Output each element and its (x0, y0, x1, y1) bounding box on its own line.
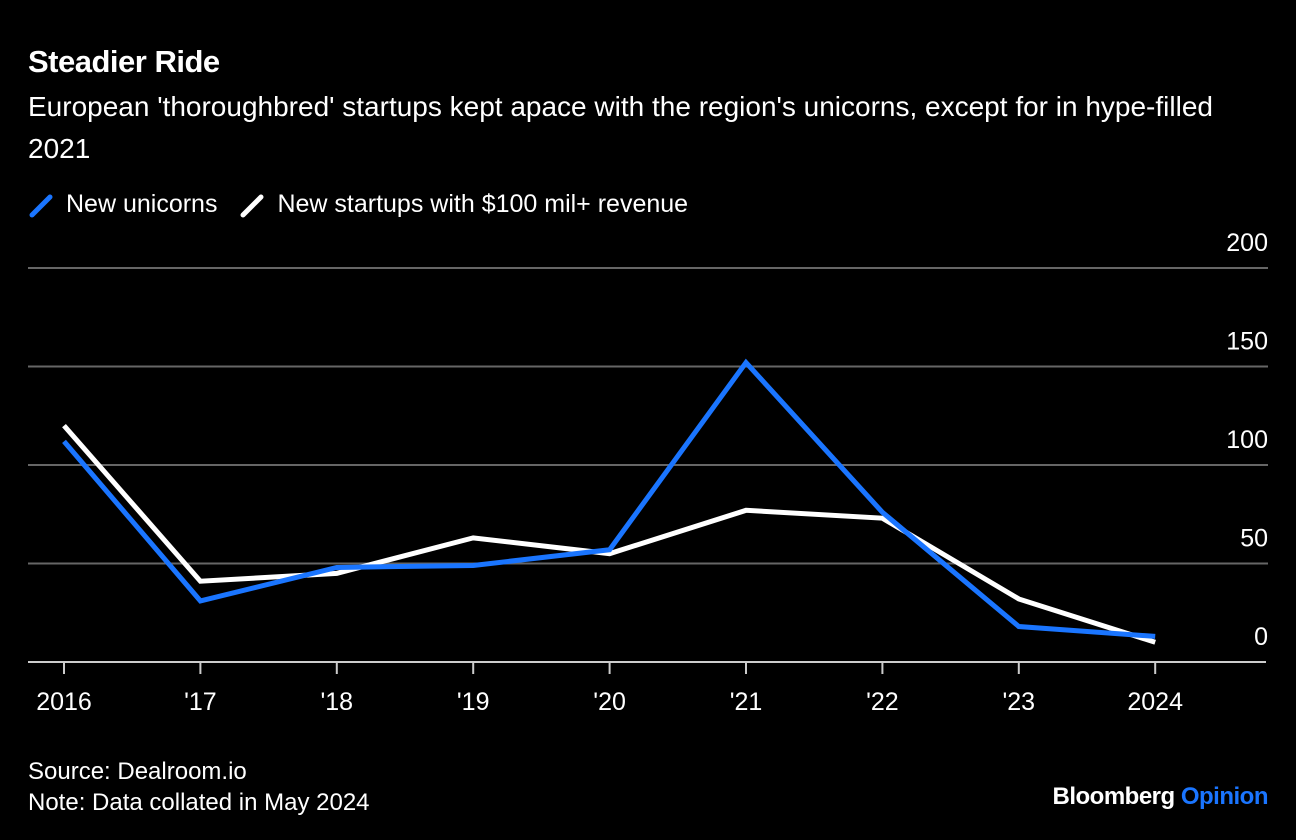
legend-item-revenue: New startups with $100 mil+ revenue (239, 190, 688, 219)
source-note: Source: Dealroom.io (28, 758, 247, 785)
x-tick-label: '23 (1003, 688, 1036, 716)
series-line-new-unicorns (62, 358, 1156, 639)
x-tick-label: '20 (593, 688, 626, 716)
x-tick-label: '17 (184, 688, 217, 716)
chart-title: Steadier Ride (28, 44, 220, 79)
chart-subtitle: European 'thoroughbred' startups kept ap… (28, 91, 1213, 164)
x-tick-label: '21 (730, 688, 763, 716)
x-tick-label: 2024 (1127, 688, 1183, 716)
x-tick-label: '22 (866, 688, 899, 716)
y-tick-label: 100 (1226, 426, 1268, 454)
y-tick-label: 200 (1226, 229, 1268, 257)
bloomberg-opinion-logo: Bloomberg Opinion (1052, 783, 1269, 810)
footer: Source: Dealroom.io Note: Data collated … (28, 756, 370, 818)
y-tick-label: 50 (1240, 525, 1268, 553)
data-note: Note: Data collated in May 2024 (28, 789, 370, 816)
x-tick-label: '18 (321, 688, 354, 716)
legend-swatch-white (240, 194, 264, 217)
legend-label: New unicorns (66, 190, 218, 218)
x-tick-label: '19 (457, 688, 490, 716)
y-tick-label: 150 (1226, 328, 1268, 356)
legend-item-unicorns: New unicorns (28, 190, 217, 219)
y-tick-label: 0 (1254, 623, 1268, 651)
series-line-new-startups-revenue (62, 423, 1156, 645)
legend: New unicorns New startups with $100 mil+… (28, 190, 710, 219)
legend-swatch-blue (29, 194, 53, 217)
legend-label: New startups with $100 mil+ revenue (277, 190, 689, 218)
x-tick-label: 2016 (36, 688, 92, 716)
